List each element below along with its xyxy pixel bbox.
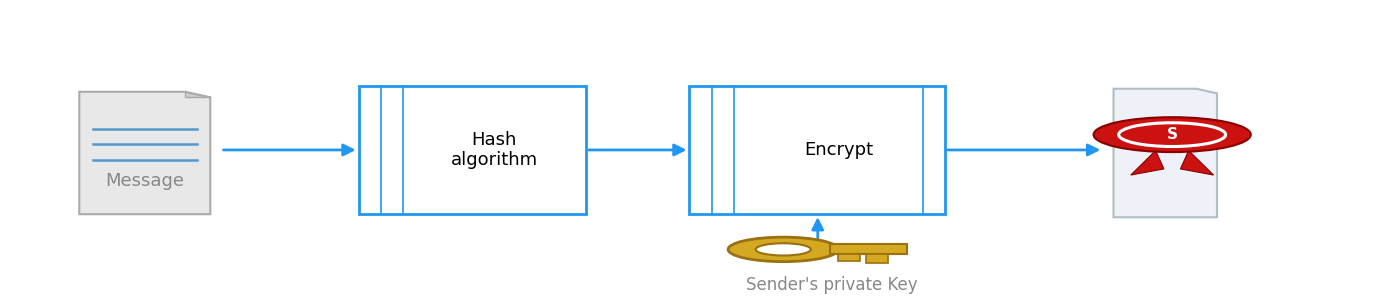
Circle shape [1118,123,1226,147]
Polygon shape [1113,89,1216,217]
Circle shape [728,237,838,262]
Polygon shape [830,244,907,254]
FancyBboxPatch shape [359,86,586,214]
Polygon shape [79,92,210,214]
Circle shape [1094,117,1251,152]
Polygon shape [866,254,888,263]
FancyBboxPatch shape [690,86,945,214]
Polygon shape [838,254,860,261]
Circle shape [756,243,811,256]
Text: S: S [1167,127,1178,142]
Text: Message: Message [105,172,185,190]
Polygon shape [185,92,210,97]
Polygon shape [1180,151,1214,175]
Polygon shape [1131,151,1164,175]
Text: Hash
algorithm: Hash algorithm [451,131,538,169]
Text: Sender's private Key: Sender's private Key [746,276,917,293]
Text: Encrypt: Encrypt [804,141,874,159]
